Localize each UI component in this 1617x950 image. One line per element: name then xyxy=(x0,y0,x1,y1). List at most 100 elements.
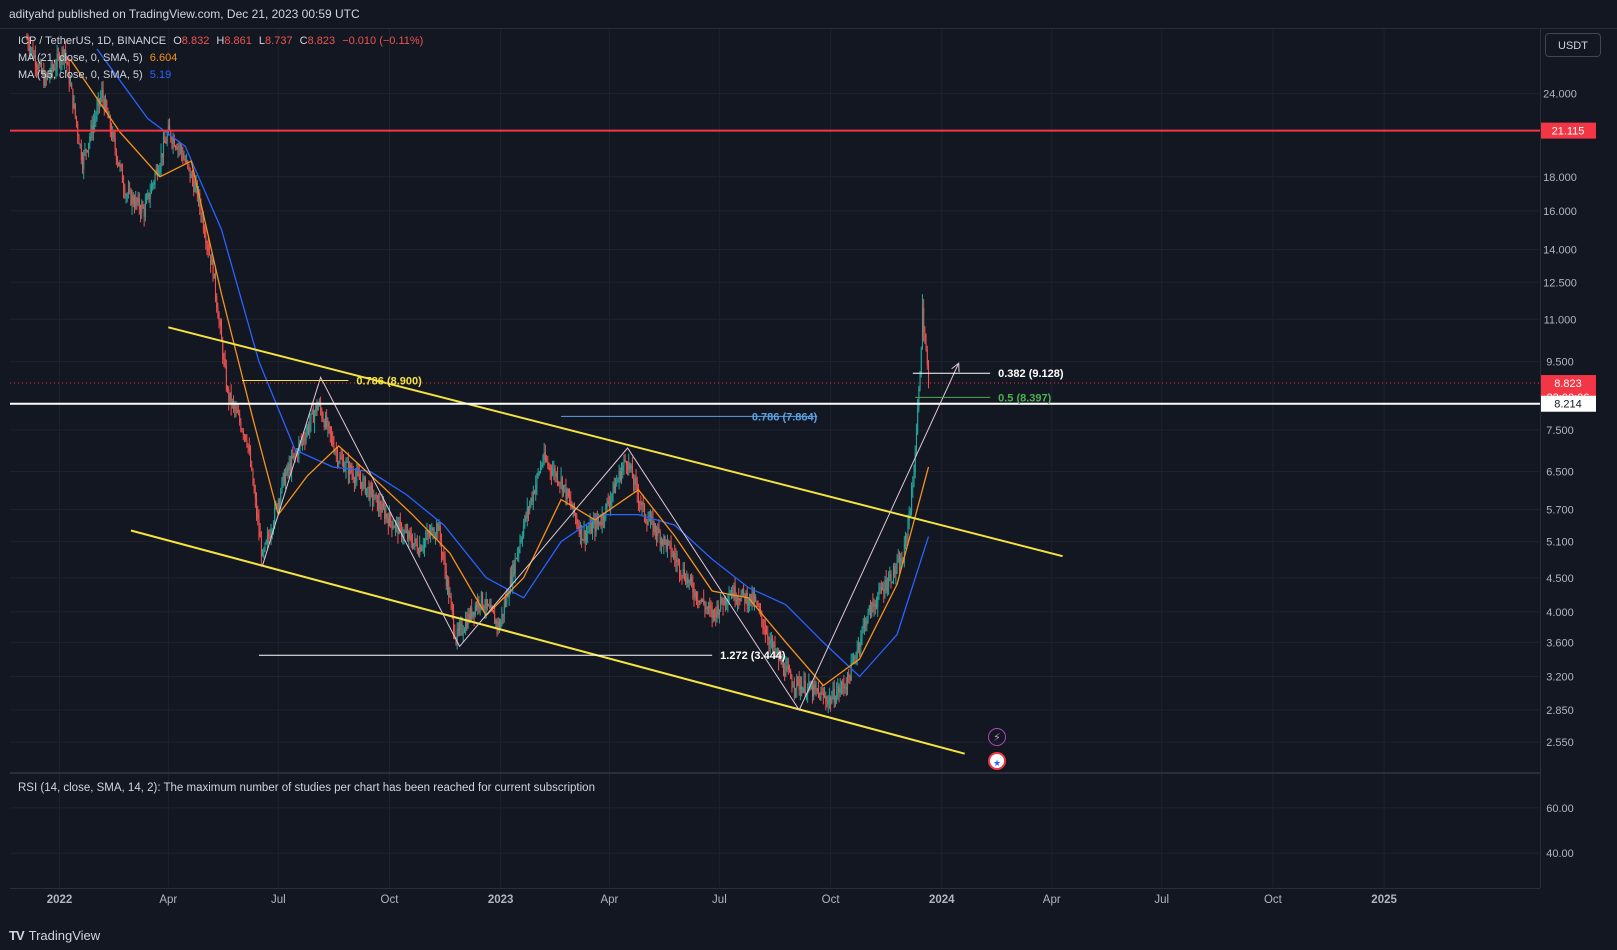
x-tick-label: Jul xyxy=(712,894,727,906)
candle-body xyxy=(79,144,81,146)
candle-body xyxy=(923,307,925,332)
candle-body xyxy=(549,465,551,471)
candle xyxy=(97,92,99,115)
currency-button[interactable]: USDT xyxy=(1545,33,1601,57)
candle-body xyxy=(485,599,487,609)
rsi-pane[interactable] xyxy=(10,774,1540,887)
candle-body xyxy=(134,203,136,207)
candle-body xyxy=(499,621,501,630)
candle xyxy=(85,148,87,161)
candle xyxy=(322,411,324,423)
candle-body xyxy=(525,516,527,518)
candle-body xyxy=(526,507,528,518)
candle-body xyxy=(861,628,863,640)
candle xyxy=(692,575,694,600)
candle-body xyxy=(317,404,319,411)
lightning-icon[interactable]: ⚡ xyxy=(988,728,1006,746)
legend-ma55-row[interactable]: MA (55, close, 0, SMA, 5) 5.19 xyxy=(18,69,175,81)
candle xyxy=(506,588,508,608)
x-tick-label: Jul xyxy=(271,894,286,906)
candle xyxy=(446,575,449,596)
candle-body xyxy=(320,403,322,410)
candle-body xyxy=(263,550,265,552)
candle xyxy=(463,627,465,634)
candle xyxy=(523,518,525,539)
candle xyxy=(527,505,530,522)
candle-body xyxy=(178,146,180,148)
candle-body xyxy=(553,468,555,471)
candle xyxy=(172,132,174,155)
candle-body xyxy=(776,651,778,653)
candle xyxy=(80,139,82,165)
candle-body xyxy=(712,609,714,619)
candle xyxy=(836,682,838,705)
symbol-label[interactable]: ICP / TetherUS, 1D, BINANCE xyxy=(18,35,167,47)
candle xyxy=(905,531,907,550)
candle xyxy=(559,481,561,494)
candle-body xyxy=(101,89,103,97)
candle-body xyxy=(38,64,40,70)
candle-body xyxy=(449,596,451,598)
candle xyxy=(368,480,370,502)
candle xyxy=(242,428,244,441)
candle-body xyxy=(125,195,127,197)
candle-body xyxy=(583,530,585,540)
rsi-chart[interactable] xyxy=(10,774,1540,887)
candle-body xyxy=(300,441,302,443)
candle-body xyxy=(240,421,242,430)
candle-body xyxy=(586,533,588,542)
candle-body xyxy=(540,466,542,473)
candle xyxy=(201,212,203,224)
candle xyxy=(411,533,414,550)
candle-body xyxy=(576,517,578,525)
candle xyxy=(98,97,101,114)
candle xyxy=(399,512,401,533)
candle xyxy=(274,501,276,530)
candle-body xyxy=(820,691,822,700)
candle xyxy=(502,613,504,625)
candle-body xyxy=(264,543,266,551)
candle xyxy=(67,61,69,66)
price-chart-pane[interactable]: 0.786 (8.900) 1.272 (3.444) 0.786 (7.864) 0… xyxy=(10,29,1540,772)
price-chart[interactable]: 0.786 (8.900) 1.272 (3.444) 0.786 (7.864) 0… xyxy=(10,29,1540,772)
candle-body xyxy=(560,477,562,484)
candle xyxy=(665,539,667,553)
legend-ma21-row[interactable]: MA (21, close, 0, SMA, 5) 6.604 xyxy=(18,52,181,64)
candle xyxy=(542,454,544,469)
candle-body xyxy=(569,496,571,500)
candle xyxy=(565,478,567,506)
candle xyxy=(606,497,608,511)
tradingview-logo[interactable]: TV TradingView xyxy=(9,928,100,943)
candle-body xyxy=(311,410,313,414)
candle xyxy=(450,592,452,611)
candle-body xyxy=(821,691,823,693)
candle xyxy=(353,476,356,492)
candle xyxy=(885,570,887,594)
candle-body xyxy=(689,577,691,581)
us-flag-icon[interactable]: ★ xyxy=(988,752,1006,770)
candle xyxy=(739,597,741,606)
candle-body xyxy=(439,525,441,541)
candle xyxy=(600,515,602,529)
candle xyxy=(900,553,902,571)
candle xyxy=(161,153,163,167)
candle-body xyxy=(322,417,324,421)
candle-body xyxy=(594,520,596,532)
candle-body xyxy=(882,588,884,591)
candle-body xyxy=(744,593,746,603)
candle-body xyxy=(60,59,62,65)
candle xyxy=(486,599,488,611)
candle xyxy=(57,47,59,62)
candle xyxy=(223,352,225,368)
candle xyxy=(769,632,771,655)
candle-body xyxy=(889,573,891,579)
x-tick-label: Oct xyxy=(1264,894,1283,906)
candle-body xyxy=(393,527,395,529)
candle xyxy=(618,464,620,490)
candle-body xyxy=(401,524,403,537)
candle xyxy=(78,133,80,145)
candle xyxy=(657,523,659,543)
candle-body xyxy=(500,621,502,630)
candle-body xyxy=(509,575,511,594)
candle-body xyxy=(883,588,885,593)
